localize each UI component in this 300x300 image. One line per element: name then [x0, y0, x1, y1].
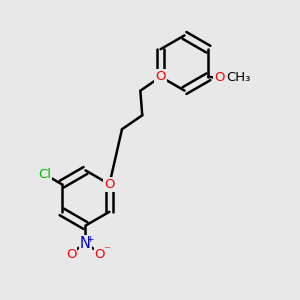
Text: O: O	[214, 71, 225, 84]
Text: O: O	[95, 248, 105, 261]
Text: CH₃: CH₃	[226, 71, 250, 84]
Text: N: N	[80, 236, 91, 251]
Text: O: O	[66, 248, 76, 261]
Text: +: +	[86, 235, 94, 244]
Text: O: O	[104, 178, 115, 191]
Text: O: O	[155, 70, 166, 83]
Text: Cl: Cl	[38, 168, 51, 181]
Text: ⁻: ⁻	[103, 244, 110, 258]
